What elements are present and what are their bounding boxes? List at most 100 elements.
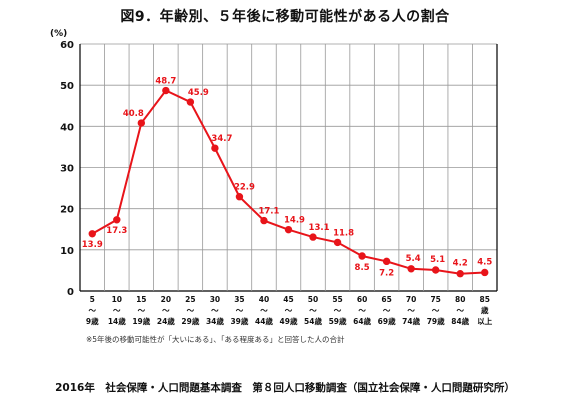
data-point (456, 270, 464, 278)
data-label: 8.5 (355, 263, 370, 273)
data-label: 17.3 (106, 226, 127, 236)
x-tick-label: ～ (89, 306, 97, 315)
data-label: 40.8 (123, 109, 144, 119)
x-tick-label: ～ (358, 306, 366, 315)
x-tick-label: ～ (383, 306, 391, 315)
data-point (186, 98, 195, 106)
data-label: 7.2 (379, 268, 394, 278)
data-label: 48.7 (155, 77, 176, 87)
x-tick-label: ～ (113, 306, 121, 315)
footnote: ※5年後の移動可能性が「大いにある」、「ある程度ある」と回答した人の合計 (86, 335, 345, 344)
data-point (235, 193, 244, 201)
x-tick-label: 60 (357, 295, 367, 304)
data-point (211, 144, 219, 152)
x-tick-label: 34歳 (206, 316, 224, 326)
source-note: 2016年 社会保障・人口問題基本調査 第８回人口移動調査（国立社会保障・人口問… (55, 382, 515, 394)
x-tick-label: 14歳 (108, 316, 126, 326)
data-point (481, 268, 489, 277)
x-tick-label: 55 (332, 295, 342, 304)
x-tick-label: 80 (455, 295, 465, 304)
data-point (382, 257, 391, 266)
x-tick-label: 35 (234, 295, 244, 304)
x-tick-label: ～ (260, 306, 268, 315)
x-tick-label: 59歳 (329, 316, 347, 326)
data-label: 22.9 (234, 183, 255, 193)
y-tick-label: 50 (60, 81, 74, 92)
data-point (284, 225, 293, 234)
x-tick-label: 9歳 (86, 316, 99, 326)
data-point (162, 86, 170, 95)
x-tick-label: 75 (430, 295, 440, 304)
x-tick-label: 64歳 (353, 316, 371, 326)
data-point (137, 119, 146, 127)
x-tick-label: ～ (138, 306, 146, 315)
data-label: 4.5 (477, 257, 492, 267)
x-tick-label: 19歳 (132, 316, 150, 326)
y-tick-label: 10 (60, 246, 74, 257)
data-label: 5.1 (430, 255, 445, 265)
data-point (358, 252, 366, 260)
x-tick-label: 歳 (481, 305, 489, 315)
x-tick-label: 20 (161, 295, 171, 304)
data-point (407, 265, 415, 273)
data-labels: 13.917.3 40.8 48.7 45.9 34.7 22.9 17.1 14.9 13.1… (82, 77, 493, 279)
series-line-path (91, 89, 485, 275)
axes: (%) (50, 29, 67, 39)
data-point (309, 233, 317, 241)
data-point (113, 216, 121, 224)
x-tick-label: ～ (285, 306, 293, 315)
x-tick-label: 25 (185, 295, 195, 304)
x-tick-label: ～ (162, 306, 170, 315)
x-tick-label: 以上 (477, 316, 492, 326)
chart-title: 図9．年齢別、５年後に移動可能性がある人の割合 (120, 9, 450, 25)
y-tick-label: 0 (67, 287, 74, 298)
x-tick-label: 49歳 (280, 316, 298, 326)
y-tick-labels: 0 10 20 30 40 50 60 (60, 40, 74, 298)
x-tick-label: 10 (112, 295, 122, 304)
data-label: 13.1 (309, 223, 330, 233)
x-tick-label: 50 (308, 295, 318, 304)
data-label: 4.2 (453, 259, 468, 269)
data-label: 34.7 (211, 134, 232, 144)
data-label: 14.9 (284, 216, 305, 226)
x-tick-label: 29歳 (181, 316, 199, 326)
x-tick-label: ～ (187, 306, 195, 315)
x-tick-label: 65 (381, 295, 391, 304)
x-tick-label: ～ (236, 306, 244, 315)
data-label: 45.9 (188, 88, 209, 98)
x-tick-labels: 5～9歳10～14歳15～19歳20～24歳25～29歳30～34歳35～39歳… (86, 295, 493, 326)
x-tick-label: 40 (259, 295, 269, 304)
data-label: 17.1 (258, 207, 279, 217)
y-tick-label: 40 (60, 122, 74, 133)
data-point (431, 266, 440, 274)
x-tick-label: 24歳 (157, 316, 175, 326)
x-tick-label: ～ (456, 306, 464, 315)
series-line (88, 86, 489, 278)
x-tick-label: ～ (309, 306, 317, 315)
x-tick-label: ～ (211, 306, 219, 315)
y-tick-label: 30 (60, 164, 74, 175)
x-tick-label: 84歳 (451, 316, 469, 326)
x-tick-label: ～ (407, 306, 415, 315)
y-tick-label: 20 (60, 205, 74, 216)
data-label: 13.9 (82, 240, 103, 250)
x-tick-label: ～ (334, 306, 342, 315)
grid-lines (79, 43, 498, 292)
data-point (333, 238, 342, 247)
x-tick-label: 69歳 (378, 316, 396, 326)
y-axis-unit: (%) (50, 29, 67, 39)
x-tick-label: ～ (432, 306, 440, 315)
x-tick-label: 44歳 (255, 316, 273, 326)
data-label: 11.8 (333, 228, 354, 238)
x-tick-label: 85 (480, 295, 490, 304)
x-tick-label: 15 (136, 295, 146, 304)
x-tick-label: 39歳 (230, 316, 248, 326)
x-tick-label: 5 (90, 295, 95, 304)
x-tick-label: 70 (406, 295, 416, 304)
data-point (88, 230, 96, 238)
data-label: 5.4 (406, 254, 421, 264)
x-tick-label: 79歳 (427, 316, 445, 326)
x-tick-label: 30 (210, 295, 220, 304)
data-point (260, 216, 268, 225)
